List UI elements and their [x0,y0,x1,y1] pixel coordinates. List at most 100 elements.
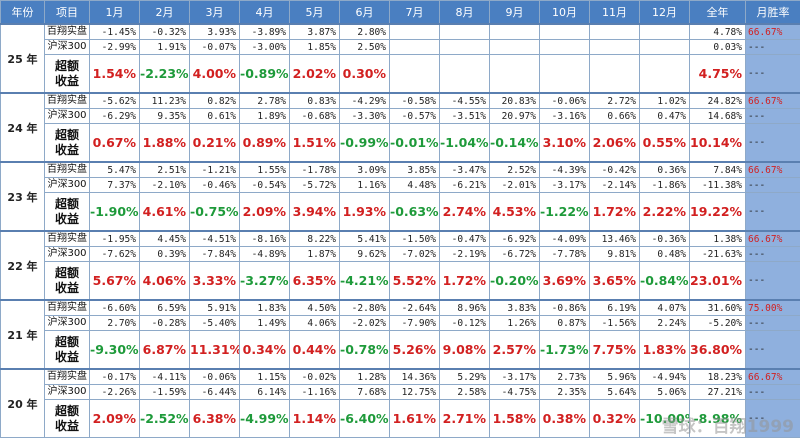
index-monthly-return: -1.86% [639,177,690,193]
excess-monthly-return: 3.69% [539,261,590,301]
excess-monthly-return: -9.30% [89,330,140,370]
excess-monthly-return: -10.00% [639,399,690,438]
win-rate-placeholder: --- [745,330,800,370]
fund-monthly-return: 2.72% [589,92,640,109]
index-monthly-return [439,39,490,55]
excess-monthly-return: 0.32% [589,399,640,438]
fund-monthly-return: 2.73% [539,368,590,385]
fund-label: 百翔实盘 [44,230,90,247]
index-monthly-return: -2.19% [439,246,490,262]
fund-monthly-return [489,23,540,40]
fund-monthly-return: -1.95% [89,230,140,247]
index-monthly-return: 1.85% [289,39,340,55]
index-monthly-return: 2.24% [639,315,690,331]
excess-monthly-return [439,54,490,94]
fund-monthly-return: -0.42% [589,161,640,178]
fund-monthly-return [639,23,690,40]
index-monthly-return: -0.28% [139,315,190,331]
excess-label: 超额收益 [44,399,90,438]
win-rate-placeholder: --- [745,246,800,262]
excess-monthly-return [639,54,690,94]
index-monthly-return: -0.07% [189,39,240,55]
win-rate-placeholder: --- [745,177,800,193]
excess-label: 超额收益 [44,261,90,301]
excess-monthly-return: 2.09% [239,192,290,232]
fund-monthly-return: 3.09% [339,161,390,178]
excess-annual-return: 23.01% [689,261,746,301]
index-monthly-return: 2.70% [89,315,140,331]
excess-monthly-return: -2.52% [139,399,190,438]
monthly-win-rate: 66.67% [745,230,800,247]
fund-monthly-return: -3.17% [489,368,540,385]
fund-monthly-return: -2.80% [339,299,390,316]
index-monthly-return [589,39,640,55]
fund-monthly-return: 11.23% [139,92,190,109]
fund-monthly-return: 14.36% [389,368,440,385]
index-monthly-return: 0.39% [139,246,190,262]
excess-monthly-return: 0.38% [539,399,590,438]
excess-monthly-return: -0.75% [189,192,240,232]
fund-monthly-return: -0.58% [389,92,440,109]
fund-monthly-return [589,23,640,40]
header-cell: 6月 [339,0,390,25]
excess-annual-return: -8.98% [689,399,746,438]
index-monthly-return: -7.84% [189,246,240,262]
monthly-win-rate: 66.67% [745,92,800,109]
excess-monthly-return: 0.44% [289,330,340,370]
index-monthly-return: 1.89% [239,108,290,124]
index-annual-return: 14.68% [689,108,746,124]
index-monthly-return: 4.06% [289,315,340,331]
fund-monthly-return: 1.15% [239,368,290,385]
year-label: 21 年 [0,299,45,370]
fund-row: 24 年百翔实盘 -5.62% 11.23% 0.82% 2.78% 0.83% -4.29… [0,92,800,163]
excess-monthly-return: -4.21% [339,261,390,301]
excess-monthly-return: 3.33% [189,261,240,301]
fund-monthly-return: -5.62% [89,92,140,109]
year-label: 25 年 [0,23,45,94]
index-row: 沪深300 2.70% -0.28% -5.40% 1.49% 4.06% -2.02% -7… [1,315,800,331]
fund-monthly-return: -4.11% [139,368,190,385]
fund-monthly-return: 1.28% [339,368,390,385]
fund-monthly-return: 6.59% [139,299,190,316]
excess-label: 超额收益 [44,192,90,232]
fund-monthly-return: -1.45% [89,23,140,40]
index-row: 沪深300 -2.99% 1.91% -0.07% -3.00% 1.85% 2.50% 0.… [1,39,800,55]
fund-monthly-return: 4.07% [639,299,690,316]
win-rate-placeholder: --- [745,315,800,331]
index-monthly-return: -0.68% [289,108,340,124]
fund-monthly-return: 3.93% [189,23,240,40]
fund-label: 百翔实盘 [44,23,90,40]
header-cell: 全年 [689,0,746,25]
fund-monthly-return: 2.51% [139,161,190,178]
index-monthly-return: -0.57% [389,108,440,124]
index-monthly-return: 0.66% [589,108,640,124]
index-monthly-return [639,39,690,55]
index-monthly-return: 1.91% [139,39,190,55]
fund-monthly-return: 1.55% [239,161,290,178]
index-monthly-return: -4.75% [489,384,540,400]
header-cell: 2月 [139,0,190,25]
index-monthly-return: -3.16% [539,108,590,124]
excess-monthly-return: 6.38% [189,399,240,438]
index-monthly-return: 1.87% [289,246,340,262]
excess-monthly-return: -0.14% [489,123,540,163]
fund-monthly-return: 4.50% [289,299,340,316]
fund-monthly-return: -3.47% [439,161,490,178]
excess-monthly-return: -0.78% [339,330,390,370]
excess-monthly-return: 6.87% [139,330,190,370]
index-monthly-return: 9.81% [589,246,640,262]
excess-monthly-return: 0.89% [239,123,290,163]
index-monthly-return: -6.21% [439,177,490,193]
excess-monthly-return: 6.35% [289,261,340,301]
fund-monthly-return [539,23,590,40]
fund-monthly-return: -4.94% [639,368,690,385]
fund-monthly-return [389,23,440,40]
header-cell: 4月 [239,0,290,25]
index-monthly-return: -0.46% [189,177,240,193]
win-rate-placeholder: --- [745,192,800,232]
excess-monthly-return: -1.90% [89,192,140,232]
excess-monthly-return: 2.02% [289,54,340,94]
fund-row: 25 年百翔实盘 -1.45% -0.32% 3.93% -3.89% 3.87% 2.80… [0,23,800,94]
fund-monthly-return: 5.91% [189,299,240,316]
